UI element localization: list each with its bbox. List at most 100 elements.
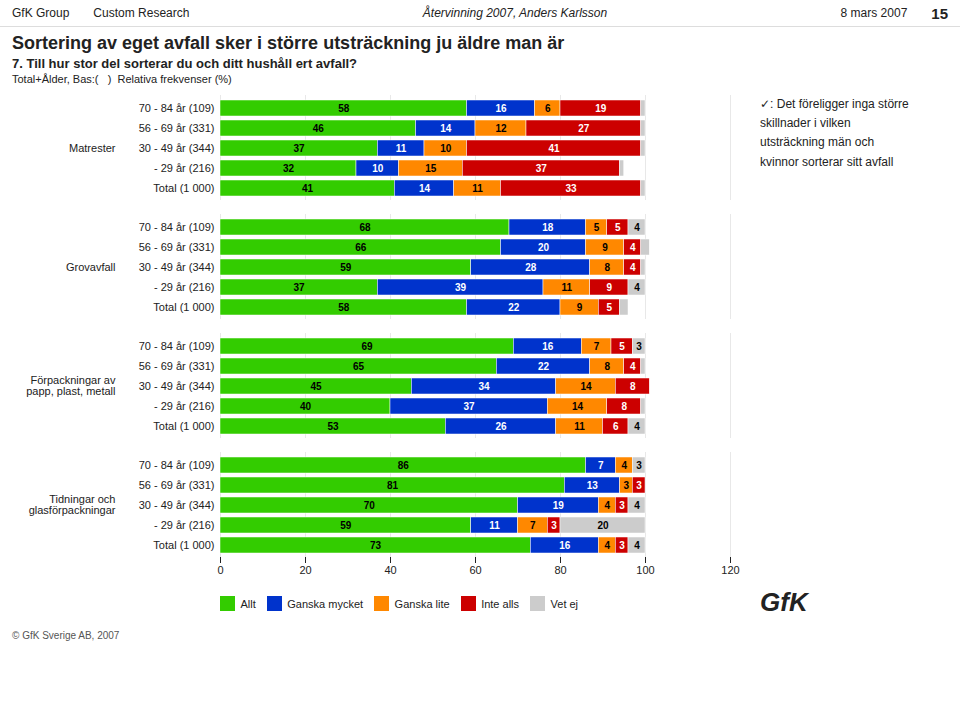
svg-text:40: 40 xyxy=(300,401,312,412)
svg-text:16: 16 xyxy=(559,540,571,551)
svg-text:Total (1 000): Total (1 000) xyxy=(153,182,214,194)
svg-text:0: 0 xyxy=(217,564,223,576)
svg-text:37: 37 xyxy=(464,401,476,412)
svg-text:- 29 år (216): - 29 år (216) xyxy=(154,519,215,531)
svg-text:37: 37 xyxy=(536,163,548,174)
svg-text:41: 41 xyxy=(302,183,314,194)
svg-text:5: 5 xyxy=(607,302,613,313)
svg-text:28: 28 xyxy=(525,262,537,273)
svg-text:20: 20 xyxy=(299,564,311,576)
svg-text:30 - 49 år (344): 30 - 49 år (344) xyxy=(139,380,215,392)
svg-text:4: 4 xyxy=(604,500,610,511)
svg-text:100: 100 xyxy=(636,564,654,576)
svg-text:4: 4 xyxy=(630,242,636,253)
svg-text:34: 34 xyxy=(478,381,490,392)
svg-text:4: 4 xyxy=(630,262,636,273)
svg-text:30 - 49 år (344): 30 - 49 år (344) xyxy=(139,142,215,154)
svg-text:5: 5 xyxy=(619,341,625,352)
svg-text:3: 3 xyxy=(636,460,642,471)
svg-text:68: 68 xyxy=(359,222,371,233)
svg-text:- 29 år (216): - 29 år (216) xyxy=(154,400,215,412)
svg-text:70 - 84 år (109): 70 - 84 år (109) xyxy=(139,459,215,471)
svg-text:59: 59 xyxy=(340,262,352,273)
svg-text:9: 9 xyxy=(577,302,583,313)
svg-text:3: 3 xyxy=(624,480,630,491)
svg-text:19: 19 xyxy=(595,103,607,114)
svg-text:5: 5 xyxy=(615,222,621,233)
svg-text:58: 58 xyxy=(338,103,350,114)
svg-text:19: 19 xyxy=(553,500,565,511)
svg-text:65: 65 xyxy=(353,361,365,372)
svg-text:56 - 69 år (331): 56 - 69 år (331) xyxy=(139,479,215,491)
svg-text:Tidningar ochglasförpackningar: Tidningar ochglasförpackningar xyxy=(29,493,116,516)
svg-text:6: 6 xyxy=(545,103,551,114)
svg-text:7: 7 xyxy=(594,341,600,352)
svg-text:22: 22 xyxy=(538,361,550,372)
svg-text:11: 11 xyxy=(472,183,483,194)
svg-text:11: 11 xyxy=(574,421,585,432)
svg-text:- 29 år (216): - 29 år (216) xyxy=(154,281,215,293)
svg-text:10: 10 xyxy=(440,143,452,154)
svg-text:18: 18 xyxy=(542,222,554,233)
svg-text:58: 58 xyxy=(338,302,350,313)
svg-text:40: 40 xyxy=(384,564,396,576)
svg-text:4: 4 xyxy=(634,540,640,551)
svg-text:3: 3 xyxy=(619,500,625,511)
svg-text:20: 20 xyxy=(538,242,550,253)
svg-text:Matrester: Matrester xyxy=(69,142,116,154)
svg-text:45: 45 xyxy=(311,381,323,392)
svg-text:70: 70 xyxy=(364,500,376,511)
svg-text:80: 80 xyxy=(554,564,566,576)
svg-text:3: 3 xyxy=(551,520,557,531)
svg-text:86: 86 xyxy=(398,460,410,471)
svg-text:14: 14 xyxy=(419,183,431,194)
svg-text:Grovavfall: Grovavfall xyxy=(66,261,116,273)
svg-text:16: 16 xyxy=(542,341,554,352)
svg-text:8: 8 xyxy=(604,361,610,372)
svg-text:37: 37 xyxy=(294,143,306,154)
svg-text:4: 4 xyxy=(634,282,640,293)
svg-text:5: 5 xyxy=(594,222,600,233)
svg-text:70 - 84 år (109): 70 - 84 år (109) xyxy=(139,340,215,352)
svg-text:8: 8 xyxy=(621,401,627,412)
svg-text:3: 3 xyxy=(636,480,642,491)
svg-text:4: 4 xyxy=(634,421,640,432)
svg-text:70 - 84 år (109): 70 - 84 år (109) xyxy=(139,221,215,233)
svg-text:8: 8 xyxy=(604,262,610,273)
svg-text:22: 22 xyxy=(508,302,520,313)
svg-text:56 - 69 år (331): 56 - 69 år (331) xyxy=(139,360,215,372)
svg-text:12: 12 xyxy=(495,123,507,134)
svg-text:33: 33 xyxy=(566,183,578,194)
svg-text:27: 27 xyxy=(578,123,590,134)
svg-text:69: 69 xyxy=(362,341,374,352)
svg-text:14: 14 xyxy=(580,381,592,392)
svg-text:66: 66 xyxy=(355,242,367,253)
svg-text:Total (1 000): Total (1 000) xyxy=(153,539,214,551)
svg-text:37: 37 xyxy=(294,282,306,293)
svg-text:Förpackningar avpapp, plast, m: Förpackningar avpapp, plast, metall xyxy=(26,374,116,397)
svg-text:4: 4 xyxy=(634,222,640,233)
svg-text:59: 59 xyxy=(340,520,352,531)
svg-text:Total (1 000): Total (1 000) xyxy=(153,420,214,432)
svg-text:14: 14 xyxy=(440,123,452,134)
svg-text:41: 41 xyxy=(549,143,561,154)
svg-text:15: 15 xyxy=(425,163,437,174)
svg-text:3: 3 xyxy=(619,540,625,551)
svg-text:Total (1 000): Total (1 000) xyxy=(153,301,214,313)
svg-text:4: 4 xyxy=(621,460,627,471)
svg-text:81: 81 xyxy=(387,480,399,491)
svg-text:4: 4 xyxy=(630,361,636,372)
svg-text:10: 10 xyxy=(372,163,384,174)
svg-text:56 - 69 år (331): 56 - 69 år (331) xyxy=(139,241,215,253)
svg-text:70 - 84 år (109): 70 - 84 år (109) xyxy=(139,102,215,114)
svg-text:60: 60 xyxy=(469,564,481,576)
svg-text:11: 11 xyxy=(562,282,573,293)
svg-text:16: 16 xyxy=(495,103,507,114)
svg-text:73: 73 xyxy=(370,540,382,551)
svg-text:13: 13 xyxy=(587,480,599,491)
svg-text:32: 32 xyxy=(283,163,295,174)
svg-text:9: 9 xyxy=(607,282,613,293)
svg-text:11: 11 xyxy=(396,143,407,154)
svg-text:- 29 år (216): - 29 år (216) xyxy=(154,162,215,174)
svg-text:8: 8 xyxy=(630,381,636,392)
